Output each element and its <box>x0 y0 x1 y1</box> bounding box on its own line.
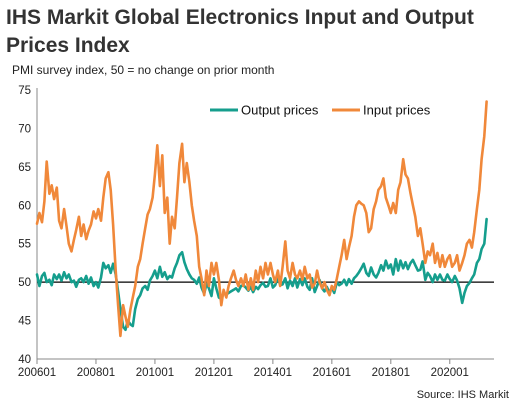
x-tick-label: 201601 <box>313 367 351 379</box>
legend-label-input-prices: Input prices <box>363 103 431 118</box>
y-tick-label: 45 <box>18 316 31 328</box>
series-line-input-prices <box>35 100 488 338</box>
x-tick-label: 201201 <box>195 367 233 379</box>
y-tick-label: 50 <box>18 277 31 289</box>
x-tick-label: 201801 <box>372 367 410 379</box>
source-note: Source: IHS Markit <box>416 389 509 401</box>
y-tick-label: 75 <box>18 85 31 97</box>
series-line-output-prices <box>35 217 488 332</box>
y-tick-label: 40 <box>18 354 31 366</box>
chart-title: IHS Markit Global Electronics Input and … <box>6 6 474 57</box>
chart-subtitle: PMI survey index, 50 = no change on prio… <box>12 63 275 77</box>
x-tick-label: 200601 <box>18 367 56 379</box>
x-tick-label: 200801 <box>77 367 115 379</box>
y-tick-label: 60 <box>18 200 31 212</box>
y-tick-label: 65 <box>18 162 31 174</box>
x-tick-label: 201401 <box>254 367 292 379</box>
x-tick-label: 202001 <box>431 367 469 379</box>
x-tick-label: 201001 <box>136 367 174 379</box>
y-tick-label: 70 <box>18 123 31 135</box>
legend-label-output-prices: Output prices <box>241 103 319 118</box>
y-tick-label: 55 <box>18 239 31 251</box>
